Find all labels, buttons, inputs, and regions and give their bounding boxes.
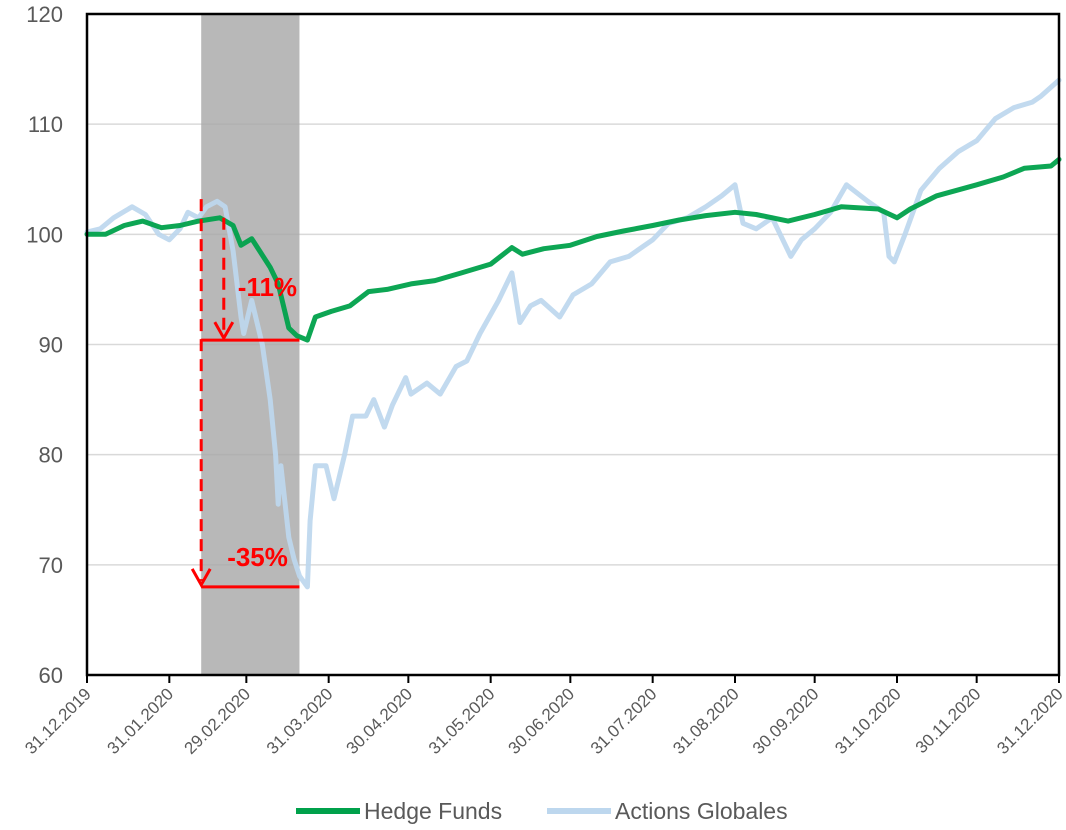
y-tick-label-80: 80 xyxy=(39,443,63,468)
drawdown-actions-globales-label: -35% xyxy=(227,542,288,572)
shaded-period xyxy=(201,14,300,675)
y-tick-label-110: 110 xyxy=(28,112,63,137)
x-tick-label: 31.05.2020 xyxy=(425,684,499,758)
shaded-region xyxy=(201,14,300,675)
drawdown-annotations: -11% -35% xyxy=(190,199,300,589)
x-tick-label: 30.06.2020 xyxy=(505,684,579,758)
tick-labels: 60 70 80 90 100 110 120 31.12.2019 31.01.2020 29.… xyxy=(21,2,1066,758)
legend-hedge-funds-label: Hedge Funds xyxy=(364,798,502,824)
x-tick-label: 30.11.2020 xyxy=(912,684,985,757)
x-tick-label: 31.07.2020 xyxy=(587,684,661,758)
y-tick-label-90: 90 xyxy=(39,333,63,358)
y-tick-label-70: 70 xyxy=(39,553,63,578)
drawdown-hedge-funds-arrow-head xyxy=(213,321,235,342)
x-tick-label: 31.08.2020 xyxy=(669,684,743,758)
x-tick-label: 31.12.2020 xyxy=(993,684,1066,758)
x-tick-label: 31.03.2020 xyxy=(263,684,337,758)
y-tick-label-100: 100 xyxy=(26,222,63,247)
x-tick-label: 30.04.2020 xyxy=(343,684,417,758)
drawdown-hedge-funds-label: -11% xyxy=(238,272,297,302)
series-line-actions-globales xyxy=(84,77,1062,590)
axes xyxy=(85,12,1061,683)
x-tick-label: 31.10.2020 xyxy=(831,684,905,758)
drawdown-actions-globales-arrow-head xyxy=(190,568,212,588)
x-tick-label: 29.02.2020 xyxy=(181,684,255,758)
x-tick-label: 30.09.2020 xyxy=(749,684,823,758)
legend: Hedge Funds Actions Globales xyxy=(296,798,788,824)
series-lines xyxy=(84,77,1062,590)
y-tick-label-120: 120 xyxy=(26,2,63,27)
x-tick-label: 31.12.2019 xyxy=(21,684,95,758)
plot-frame xyxy=(85,12,1061,677)
series-line-hedge-funds xyxy=(84,156,1062,343)
legend-actions-globales-label: Actions Globales xyxy=(615,798,788,824)
x-tick-label: 31.01.2020 xyxy=(104,684,178,758)
y-tick-label-60: 60 xyxy=(39,663,63,688)
